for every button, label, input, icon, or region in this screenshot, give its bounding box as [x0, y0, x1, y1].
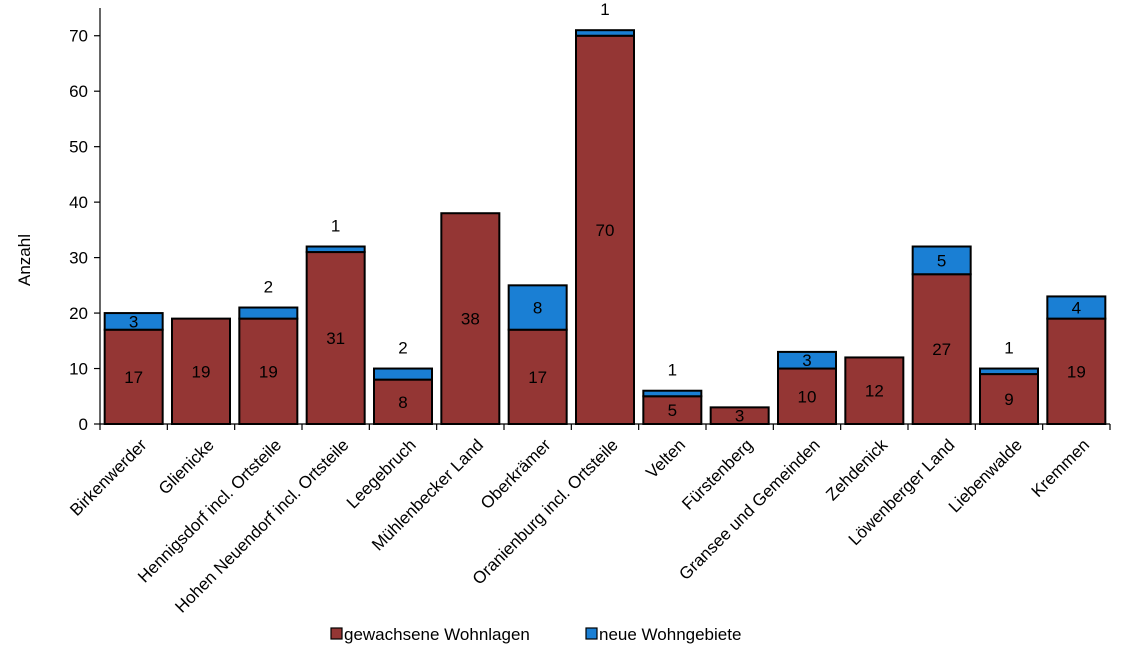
data-label-gewachsene-wohnlagen: 27 — [932, 340, 951, 359]
bar-gewachsene-wohnlagen — [911, 273, 972, 425]
y-tick-label: 50 — [69, 138, 88, 157]
bar-gewachsene-wohnlagen — [844, 356, 905, 425]
bar-neue-wohngebiete — [979, 367, 1039, 376]
x-tick-label: Gransee und Gemeinden — [675, 435, 823, 583]
y-tick-label: 40 — [69, 193, 88, 212]
data-label-neue-wohngebiete: 1 — [668, 361, 677, 380]
data-label-gewachsene-wohnlagen: 38 — [461, 310, 480, 329]
bar-gewachsene-wohnlagen — [440, 212, 501, 425]
data-label-gewachsene-wohnlagen: 70 — [596, 221, 615, 240]
legend-label: neue Wohngebiete — [599, 625, 741, 644]
x-tick-label: Velten — [642, 435, 689, 482]
data-label-neue-wohngebiete: 4 — [1072, 299, 1081, 318]
bar-neue-wohngebiete — [777, 350, 837, 370]
data-label-gewachsene-wohnlagen: 19 — [1067, 362, 1086, 381]
bar-neue-wohngebiete — [305, 245, 366, 254]
data-label-gewachsene-wohnlagen: 12 — [865, 382, 884, 401]
y-axis-title: Anzahl — [15, 234, 34, 286]
data-label-gewachsene-wohnlagen: 9 — [1004, 390, 1013, 409]
bar-neue-wohngebiete — [238, 306, 299, 320]
bar-neue-wohngebiete — [103, 312, 164, 331]
bar-neue-wohngebiete — [1046, 295, 1107, 320]
data-label-neue-wohngebiete: 2 — [264, 278, 273, 297]
data-label-gewachsene-wohnlagen: 10 — [798, 387, 817, 406]
data-label-neue-wohngebiete: 8 — [533, 299, 542, 318]
data-label-gewachsene-wohnlagen: 3 — [735, 407, 744, 426]
x-tick-label: Oranienburg incl. Ortsteile — [469, 435, 622, 588]
data-label-neue-wohngebiete: 3 — [129, 312, 138, 331]
y-axis: 0 10 20 30 40 50 60 70 — [69, 8, 101, 434]
legend-label: gewachsene Wohnlagen — [344, 625, 530, 644]
bar-neue-wohngebiete — [575, 29, 635, 37]
y-tick-label: 10 — [69, 360, 88, 379]
bar-gewachsene-wohnlagen — [642, 395, 703, 425]
data-label-gewachsene-wohnlagen: 19 — [259, 362, 278, 381]
bar-gewachsene-wohnlagen — [979, 373, 1039, 425]
legend: gewachsene Wohnlagen neue Wohngebiete — [330, 625, 741, 644]
x-tick-label: Kremmen — [1028, 435, 1094, 501]
data-label-neue-wohngebiete: 2 — [398, 339, 407, 358]
y-tick-label: 30 — [69, 249, 88, 268]
legend-swatch — [330, 627, 343, 640]
data-label-neue-wohngebiete: 1 — [1004, 339, 1013, 358]
data-label-gewachsene-wohnlagen: 19 — [192, 362, 211, 381]
bar-gewachsene-wohnlagen — [777, 367, 837, 425]
data-label-gewachsene-wohnlagen: 8 — [398, 393, 407, 412]
data-label-gewachsene-wohnlagen: 17 — [528, 368, 547, 387]
y-tick-label: 60 — [69, 82, 88, 101]
data-label-gewachsene-wohnlagen: 5 — [668, 401, 677, 420]
data-labels: 17 3 19 19 2 31 1 8 2 38 17 8 70 1 5 1 3 10 3 12 27 5 9 1 19 4 — [124, 0, 1086, 425]
x-tick-label: Mühlenbecker Land — [368, 435, 487, 554]
x-tick-label: Zehdenick — [822, 435, 891, 504]
legend-swatch — [585, 627, 598, 640]
bar-gewachsene-wohnlagen — [1046, 317, 1107, 426]
data-label-gewachsene-wohnlagen: 31 — [326, 329, 345, 348]
bar-gewachsene-wohnlagen — [171, 317, 231, 426]
y-tick-label: 20 — [69, 304, 88, 323]
data-label-neue-wohngebiete: 5 — [937, 251, 946, 270]
data-label-neue-wohngebiete: 1 — [600, 0, 609, 19]
x-tick-label: Glienicke — [155, 435, 218, 498]
y-tick-label: 70 — [69, 27, 88, 46]
bar-neue-wohngebiete — [642, 389, 703, 398]
y-tick-label: 0 — [79, 415, 88, 434]
bar-neue-wohngebiete — [507, 284, 568, 331]
bars — [103, 29, 1107, 426]
data-label-neue-wohngebiete: 3 — [802, 351, 811, 370]
bar-neue-wohngebiete — [911, 245, 972, 276]
bar-neue-wohngebiete — [373, 367, 433, 381]
x-tick-label: Birkenwerder — [66, 435, 150, 519]
data-label-gewachsene-wohnlagen: 17 — [124, 368, 143, 387]
data-label-neue-wohngebiete: 1 — [331, 217, 340, 236]
bar-gewachsene-wohnlagen — [575, 34, 635, 425]
